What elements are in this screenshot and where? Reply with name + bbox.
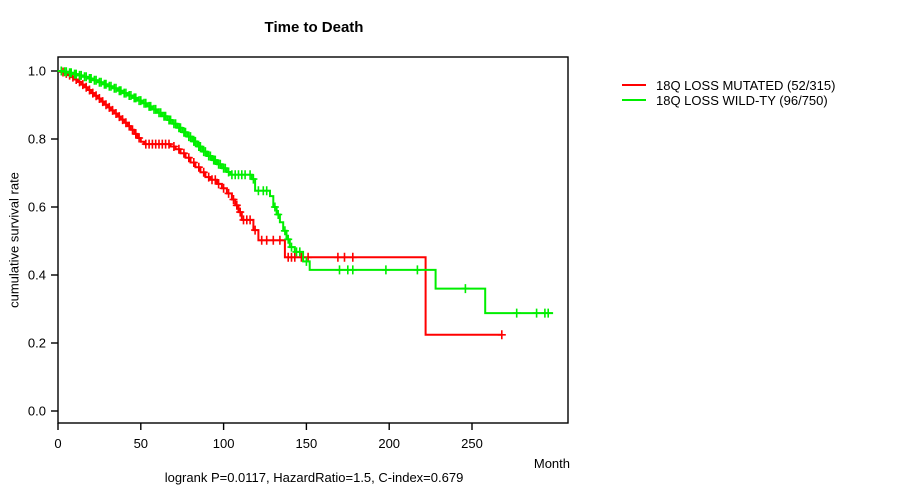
x-tick-label: 100 bbox=[213, 436, 235, 451]
survival-curve-mutated bbox=[58, 70, 502, 336]
y-tick-label: 0.4 bbox=[28, 268, 46, 283]
legend-line-red-icon bbox=[622, 84, 646, 86]
x-tick-label: 250 bbox=[461, 436, 483, 451]
x-tick-label: 150 bbox=[296, 436, 318, 451]
censor-marks-wildtype bbox=[57, 66, 553, 318]
y-tick-label: 0.0 bbox=[28, 404, 46, 419]
x-tick-label: 200 bbox=[378, 436, 400, 451]
y-tick-label: 0.6 bbox=[28, 200, 46, 215]
y-tick-label: 1.0 bbox=[28, 64, 46, 79]
legend-item-mutated: 18Q LOSS MUTATED (52/315) bbox=[622, 77, 836, 93]
y-tick-label: 0.2 bbox=[28, 336, 46, 351]
legend-label-wildtype: 18Q LOSS WILD-TY (96/750) bbox=[656, 92, 828, 108]
legend-line-green-icon bbox=[622, 99, 646, 101]
x-axis-title: Month bbox=[533, 456, 570, 471]
page-title: Time to Death bbox=[264, 19, 364, 36]
legend: 18Q LOSS MUTATED (52/315) 18Q LOSS WILD-… bbox=[622, 78, 835, 108]
y-tick-label: 0.8 bbox=[28, 132, 46, 147]
x-tick-label: 0 bbox=[54, 436, 61, 451]
survival-curve-wildtype bbox=[58, 70, 554, 315]
legend-item-wildtype: 18Q LOSS WILD-TY (96/750) bbox=[622, 92, 835, 108]
x-tick-label: 50 bbox=[134, 436, 148, 451]
plot-border bbox=[57, 56, 569, 424]
legend-label-mutated: 18Q LOSS MUTATED (52/315) bbox=[656, 77, 836, 93]
censor-marks-mutated bbox=[59, 67, 506, 340]
stats-footer: logrank P=0.0117, HazardRatio=1.5, C-ind… bbox=[164, 470, 464, 485]
